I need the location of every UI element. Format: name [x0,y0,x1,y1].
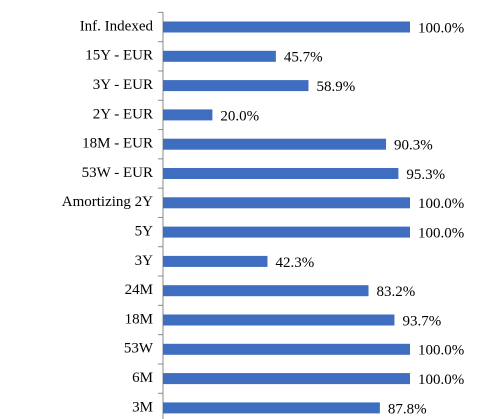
bar [163,21,410,33]
bar [163,50,276,62]
category-label: Inf. Indexed [80,18,154,34]
value-label: 100.0% [418,196,464,212]
value-label: 20.0% [220,108,259,124]
category-label: 3M [132,399,153,415]
bar [163,343,410,355]
category-label: 53W [124,341,154,357]
category-label: 24M [125,282,153,298]
value-label: 100.0% [418,343,464,359]
category-label: Amortizing 2Y [62,194,153,210]
value-label: 100.0% [418,372,464,388]
value-label: 90.3% [394,138,433,154]
bar [163,255,268,267]
bar [163,138,387,150]
category-label: 3Y [135,253,154,269]
bar [163,285,369,297]
category-label: 18M - EUR [82,136,153,152]
bar [163,109,213,121]
value-label: 87.8% [388,401,427,417]
value-label: 45.7% [284,50,323,66]
value-label: 58.9% [316,79,355,95]
bar [163,314,395,326]
bar [163,402,380,414]
value-label: 100.0% [418,20,464,36]
category-label: 53W - EUR [82,165,153,181]
category-label: 2Y - EUR [93,106,153,122]
bar [163,168,399,179]
bar [163,226,410,238]
bar [163,373,410,385]
value-label: 93.7% [402,313,441,329]
value-label: 100.0% [418,226,464,242]
category-label: 18M [125,311,153,327]
category-label: 6M [132,370,153,386]
bar [163,80,309,92]
value-label: 83.2% [377,284,416,300]
category-label: 15Y - EUR [85,48,153,64]
category-label: 5Y [135,224,154,240]
value-label: 42.3% [275,255,314,271]
value-label: 95.3% [406,167,445,183]
category-label: 3Y - EUR [93,77,153,93]
bar [163,197,410,209]
